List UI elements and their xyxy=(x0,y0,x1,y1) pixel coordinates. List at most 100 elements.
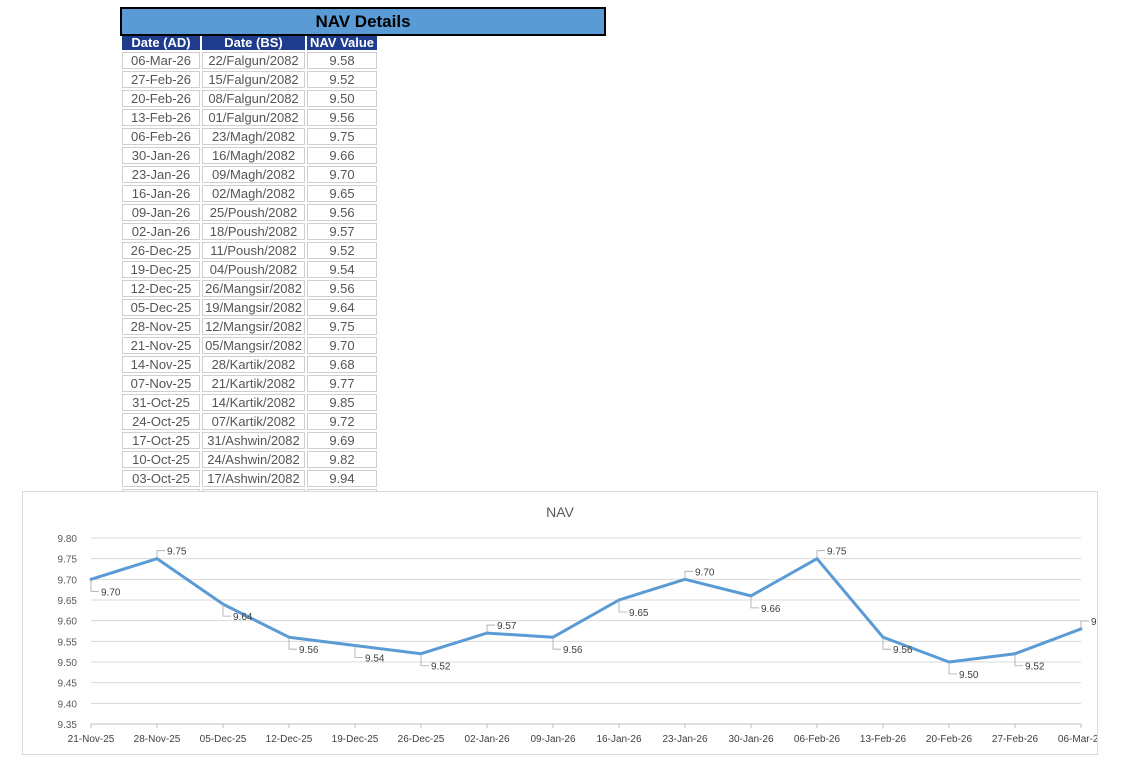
cell-date-ad: 27-Feb-26 xyxy=(122,71,200,88)
x-tick-label: 23-Jan-26 xyxy=(662,734,707,745)
data-label-leader xyxy=(90,579,99,592)
table-row: 17-Oct-25 31/Ashwin/2082 9.69 xyxy=(122,432,377,449)
cell-nav-value: 9.50 xyxy=(307,90,377,107)
cell-date-bs: 24/Ashwin/2082 xyxy=(202,451,305,468)
data-label-leader xyxy=(684,570,693,580)
data-point xyxy=(815,557,819,561)
cell-date-bs: 19/Mangsir/2082 xyxy=(202,299,305,316)
data-label-leader xyxy=(882,637,891,650)
data-label: 9.58 xyxy=(1091,617,1097,628)
table-row: 03-Oct-25 17/Ashwin/2082 9.94 xyxy=(122,470,377,487)
data-label-leader xyxy=(1080,620,1089,629)
data-point xyxy=(1079,627,1083,631)
cell-date-ad: 21-Nov-25 xyxy=(122,337,200,354)
table-row: 27-Feb-26 15/Falgun/2082 9.52 xyxy=(122,71,377,88)
column-header-nav-value: NAV Value xyxy=(307,36,377,50)
data-label-leader xyxy=(618,600,627,613)
data-label-leader xyxy=(354,645,363,658)
cell-nav-value: 9.72 xyxy=(307,413,377,430)
cell-nav-value: 9.75 xyxy=(307,128,377,145)
data-label: 9.64 xyxy=(233,612,253,623)
cell-nav-value: 9.68 xyxy=(307,356,377,373)
y-tick-label: 9.70 xyxy=(58,575,78,586)
x-tick-label: 12-Dec-25 xyxy=(266,734,313,745)
x-tick-label: 06-Mar-26 xyxy=(1058,734,1097,745)
cell-nav-value: 9.70 xyxy=(307,337,377,354)
data-label-leader xyxy=(750,595,759,609)
data-label: 9.65 xyxy=(629,608,649,619)
data-label: 9.70 xyxy=(101,587,121,598)
cell-nav-value: 9.56 xyxy=(307,280,377,297)
cell-date-ad: 20-Feb-26 xyxy=(122,90,200,107)
column-header-date-bs: Date (BS) xyxy=(202,36,305,50)
table-row: 24-Oct-25 07/Kartik/2082 9.72 xyxy=(122,413,377,430)
cell-date-ad: 26-Dec-25 xyxy=(122,242,200,259)
cell-date-ad: 14-Nov-25 xyxy=(122,356,200,373)
cell-date-ad: 31-Oct-25 xyxy=(122,394,200,411)
x-tick-label: 28-Nov-25 xyxy=(134,734,181,745)
table-row: 13-Feb-26 01/Falgun/2082 9.56 xyxy=(122,109,377,126)
y-tick-label: 9.60 xyxy=(58,617,78,628)
table-row: 14-Nov-25 28/Kartik/2082 9.68 xyxy=(122,356,377,373)
cell-date-ad: 09-Jan-26 xyxy=(122,204,200,221)
table-row: 21-Nov-25 05/Mangsir/2082 9.70 xyxy=(122,337,377,354)
data-label-leader xyxy=(552,637,561,650)
cell-date-ad: 28-Nov-25 xyxy=(122,318,200,335)
table-row: 19-Dec-25 04/Poush/2082 9.54 xyxy=(122,261,377,278)
cell-date-bs: 02/Magh/2082 xyxy=(202,185,305,202)
data-label-leader xyxy=(156,550,165,559)
cell-date-ad: 19-Dec-25 xyxy=(122,261,200,278)
cell-nav-value: 9.57 xyxy=(307,223,377,240)
y-tick-label: 9.35 xyxy=(58,720,78,731)
data-point xyxy=(155,557,159,561)
cell-nav-value: 9.77 xyxy=(307,375,377,392)
cell-nav-value: 9.70 xyxy=(307,166,377,183)
cell-date-bs: 04/Poush/2082 xyxy=(202,261,305,278)
cell-nav-value: 9.85 xyxy=(307,394,377,411)
table-header-row: Date (AD) Date (BS) NAV Value xyxy=(122,36,377,50)
cell-date-ad: 23-Jan-26 xyxy=(122,166,200,183)
cell-nav-value: 9.52 xyxy=(307,71,377,88)
data-label-leader xyxy=(1014,653,1023,667)
cell-nav-value: 9.52 xyxy=(307,242,377,259)
data-label: 9.56 xyxy=(563,645,583,656)
table-row: 06-Mar-26 22/Falgun/2082 9.58 xyxy=(122,52,377,69)
table-row: 16-Jan-26 02/Magh/2082 9.65 xyxy=(122,185,377,202)
data-label: 9.50 xyxy=(959,670,979,681)
column-header-date-ad: Date (AD) xyxy=(122,36,200,50)
cell-date-ad: 05-Dec-25 xyxy=(122,299,200,316)
cell-nav-value: 9.54 xyxy=(307,261,377,278)
table-row: 30-Jan-26 16/Magh/2082 9.66 xyxy=(122,147,377,164)
nav-chart-svg: NAV 9.35 9.40 9.45 9.50 9.55 9.60 9.65 9.70 9.75… xyxy=(58,504,1111,745)
cell-nav-value: 9.56 xyxy=(307,204,377,221)
data-label-leader xyxy=(486,624,495,634)
cell-nav-value: 9.56 xyxy=(307,109,377,126)
data-label: 9.56 xyxy=(299,645,319,656)
data-label-leader xyxy=(420,653,429,667)
cell-date-bs: 18/Poush/2082 xyxy=(202,223,305,240)
table-row: 02-Jan-26 18/Poush/2082 9.57 xyxy=(122,223,377,240)
cell-date-ad: 17-Oct-25 xyxy=(122,432,200,449)
table-row: 12-Dec-25 26/Mangsir/2082 9.56 xyxy=(122,280,377,297)
table-row: 07-Nov-25 21/Kartik/2082 9.77 xyxy=(122,375,377,392)
data-label-leader xyxy=(288,637,297,650)
cell-date-bs: 16/Magh/2082 xyxy=(202,147,305,164)
data-label-leader xyxy=(816,550,825,559)
data-label: 9.70 xyxy=(695,567,715,578)
table-row: 28-Nov-25 12/Mangsir/2082 9.75 xyxy=(122,318,377,335)
x-tick-label: 13-Feb-26 xyxy=(860,734,907,745)
nav-table: Date (AD) Date (BS) NAV Value 06-Mar-26 2… xyxy=(120,34,379,527)
cell-nav-value: 9.66 xyxy=(307,147,377,164)
x-tick-label: 21-Nov-25 xyxy=(68,734,115,745)
table-row: 10-Oct-25 24/Ashwin/2082 9.82 xyxy=(122,451,377,468)
cell-date-bs: 25/Poush/2082 xyxy=(202,204,305,221)
cell-date-bs: 07/Kartik/2082 xyxy=(202,413,305,430)
x-tick-label: 30-Jan-26 xyxy=(728,734,773,745)
table-row: 20-Feb-26 08/Falgun/2082 9.50 xyxy=(122,90,377,107)
cell-date-bs: 14/Kartik/2082 xyxy=(202,394,305,411)
cell-nav-value: 9.69 xyxy=(307,432,377,449)
data-label: 9.52 xyxy=(431,662,451,673)
nav-details-title: NAV Details xyxy=(120,7,606,36)
cell-date-bs: 21/Kartik/2082 xyxy=(202,375,305,392)
x-tick-label: 09-Jan-26 xyxy=(530,734,575,745)
